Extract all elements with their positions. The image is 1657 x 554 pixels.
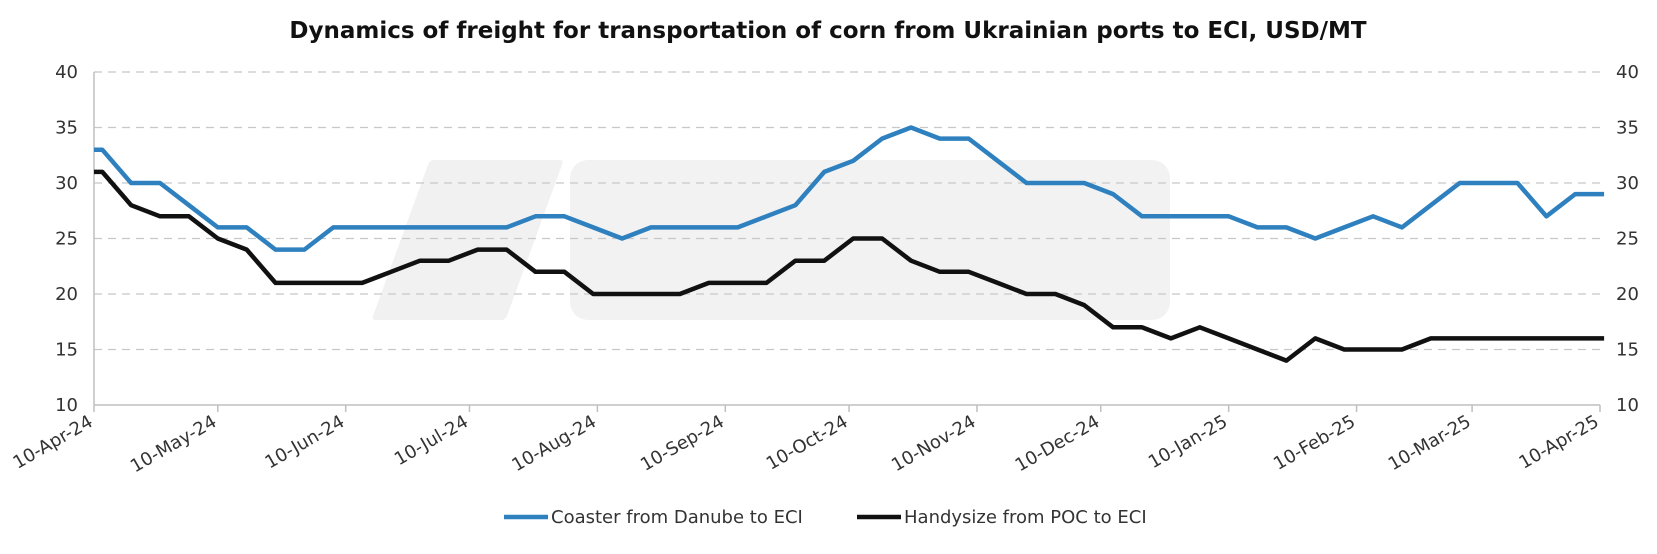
x-tick-label: 10-Sep-24 [637, 411, 728, 476]
legend: Coaster from Danube to ECI Handysize from… [504, 507, 1147, 528]
y-tick-label: 20 [55, 284, 78, 305]
x-tick-label: 10-Jul-24 [391, 411, 472, 470]
y2-tick-label: 30 [1616, 173, 1639, 194]
x-tick-label: 10-Feb-25 [1270, 411, 1359, 475]
y-tick-label: 10 [55, 395, 78, 416]
y2-tick-label: 20 [1616, 284, 1639, 305]
x-tick-label: 10-Apr-24 [9, 411, 96, 473]
x-tick-label: 10-Apr-25 [1515, 411, 1602, 473]
x-tick-label: 10-Nov-24 [888, 411, 979, 476]
y-tick-label: 25 [55, 229, 78, 250]
x-tick-label: 10-Oct-24 [763, 411, 852, 474]
y2-tick-label: 25 [1616, 229, 1639, 250]
y-tick-label: 15 [55, 340, 78, 361]
series-lines [94, 125, 1605, 363]
x-tick-label: 10-Jan-25 [1145, 411, 1231, 473]
x-tick-label: 10-Aug-24 [508, 411, 600, 476]
y2-tick-label: 40 [1616, 62, 1639, 83]
y-tick-label: 40 [55, 62, 78, 83]
legend-label-1: Coaster from Danube to ECI [551, 507, 803, 528]
x-tick-label: 10-Mar-25 [1385, 411, 1475, 475]
series-line-1 [94, 125, 1605, 252]
y-tick-label: 30 [55, 173, 78, 194]
x-tick-label: 10-Dec-24 [1012, 411, 1104, 476]
chart-title: Dynamics of freight for transportation o… [289, 18, 1367, 44]
y2-tick-label: 10 [1616, 395, 1639, 416]
x-tick-label: 10-May-24 [127, 411, 220, 477]
x-tick-label: 10-Jun-24 [262, 411, 349, 473]
y2-tick-label: 35 [1616, 118, 1639, 139]
y-tick-label: 35 [55, 118, 78, 139]
legend-label-2: Handysize from POC to ECI [904, 507, 1147, 528]
series-line-2 [94, 169, 1605, 363]
y2-tick-label: 15 [1616, 340, 1639, 361]
